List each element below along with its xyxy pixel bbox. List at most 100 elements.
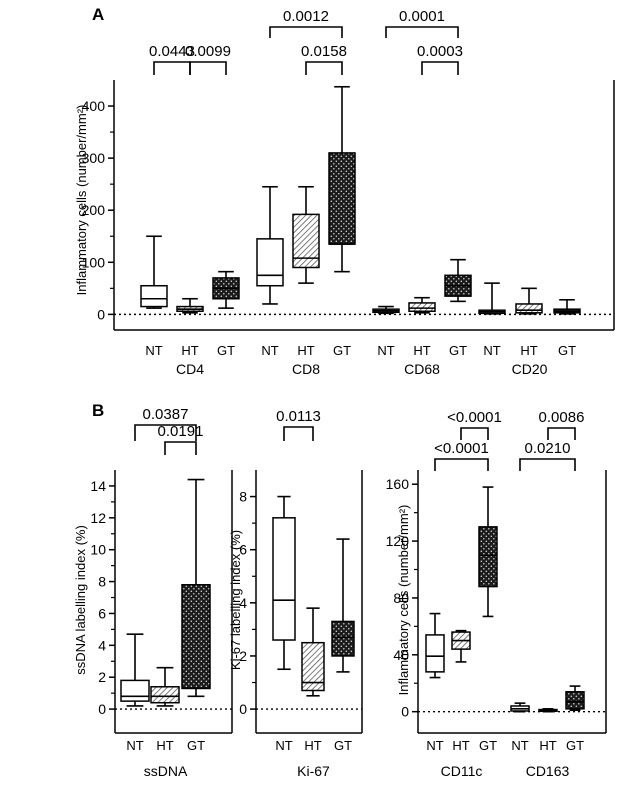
category-label-ht: HT	[181, 343, 198, 358]
p-value-label: 0.0210	[525, 440, 571, 457]
group-label: CD8	[292, 361, 320, 377]
category-label-ht: HT	[452, 738, 469, 753]
chart4-y-tick-label: 120	[386, 533, 410, 549]
chart4-y-tick-label: 160	[386, 476, 410, 492]
p-value-label: 0.0158	[301, 43, 347, 60]
p-value-label: 0.0443	[149, 43, 195, 60]
chart3-y-tick-label: 6	[239, 542, 247, 558]
p-value-label: 0.0086	[539, 409, 585, 426]
category-label-ht: HT	[297, 343, 314, 358]
chart3-y-tick-label: 4	[239, 595, 247, 611]
category-label-ht: HT	[156, 738, 173, 753]
box-gt	[331, 620, 355, 657]
group-label: CD68	[404, 361, 440, 377]
chart2-y-tick-label: 0	[98, 701, 106, 717]
category-label-gt: GT	[187, 738, 205, 753]
chart1-y-tick-label: 100	[82, 254, 106, 270]
chart2-y-tick-label: 2	[98, 669, 106, 685]
group-label: ssDNA	[144, 763, 188, 779]
category-label-ht: HT	[413, 343, 430, 358]
chart3-y-tick-label: 2	[239, 648, 247, 664]
box-nt	[120, 679, 150, 702]
box-gt	[181, 584, 211, 690]
category-label-gt: GT	[334, 738, 352, 753]
p-value-bracket	[434, 458, 489, 471]
category-label-nt: NT	[275, 738, 292, 753]
box-gt	[565, 691, 585, 710]
group-label: CD11c	[441, 763, 483, 779]
panel-label-b: B	[92, 401, 104, 420]
box-nt	[140, 284, 168, 308]
p-value-bracket	[164, 441, 197, 455]
chart2-y-tick-label: 10	[90, 542, 106, 558]
chart1-y-tick-label: 300	[82, 150, 106, 166]
box-ht	[408, 302, 436, 312]
p-value-bracket	[283, 426, 314, 441]
category-label-gt: GT	[217, 343, 235, 358]
p-value-label: 0.0191	[158, 423, 204, 440]
group-label: CD20	[512, 361, 548, 377]
p-value-label: 0.0001	[399, 8, 445, 25]
group-label: CD4	[176, 361, 204, 377]
category-label-nt: NT	[261, 343, 278, 358]
box-nt	[256, 238, 284, 287]
chart4-y-axis-label: Inflammatory cells (number/mm²)	[396, 505, 411, 696]
p-value-label: 0.0387	[143, 406, 189, 423]
category-label-nt: NT	[426, 738, 443, 753]
category-label-gt: GT	[479, 738, 497, 753]
category-label-ht: HT	[539, 738, 556, 753]
p-value-bracket	[134, 424, 197, 441]
p-value-bracket	[305, 61, 343, 75]
category-label-gt: GT	[566, 738, 584, 753]
p-value-label: <0.0001	[447, 409, 502, 426]
chart3-y-tick-label: 8	[239, 489, 247, 505]
chart3-y-tick-label: 0	[239, 701, 247, 717]
chart4-y-tick-label: 0	[401, 704, 409, 720]
box-gt	[478, 526, 498, 588]
p-value-bracket	[421, 61, 459, 75]
category-label-nt: NT	[483, 343, 500, 358]
category-label-nt: NT	[377, 343, 394, 358]
group-label: CD163	[526, 763, 570, 779]
chart1-y-axis-label: Inflammatory cells (number/mm²)	[74, 105, 89, 296]
p-value-label: 0.0099	[185, 43, 231, 60]
p-value-bracket	[385, 26, 459, 38]
box-gt	[328, 152, 356, 245]
chart2-y-axis-label: ssDNA labelling index (%)	[73, 525, 88, 675]
category-label-gt: GT	[449, 343, 467, 358]
chart2-y-tick-label: 8	[98, 574, 106, 590]
box-nt	[272, 517, 296, 641]
chart1-y-tick-label: 400	[82, 98, 106, 114]
p-value-bracket	[189, 61, 227, 75]
category-label-nt: NT	[126, 738, 143, 753]
category-label-ht: HT	[304, 738, 321, 753]
category-label-ht: HT	[520, 343, 537, 358]
chart1-y-tick-label: 0	[97, 306, 105, 322]
p-value-bracket	[547, 427, 576, 440]
p-value-label: 0.0003	[417, 43, 463, 60]
chart4-y-tick-label: 40	[393, 647, 409, 663]
box-ht	[301, 641, 325, 692]
box-ht	[150, 686, 180, 704]
p-value-bracket	[269, 26, 343, 38]
chart3-y-axis-label: Ki-67 labelling index (%)	[228, 530, 243, 670]
chart2-y-tick-label: 4	[98, 637, 106, 653]
p-value-label: <0.0001	[434, 440, 489, 457]
category-label-nt: NT	[145, 343, 162, 358]
group-label: Ki-67	[297, 763, 330, 779]
p-value-bracket	[460, 427, 489, 440]
chart2-y-tick-label: 6	[98, 605, 106, 621]
p-value-bracket	[153, 61, 191, 75]
chart2-y-tick-label: 14	[90, 478, 106, 494]
box-ht	[515, 303, 543, 314]
panel-label-a: A	[92, 5, 104, 24]
p-value-bracket	[519, 458, 576, 471]
chart2-y-tick-label: 12	[90, 510, 106, 526]
box-nt	[425, 634, 445, 673]
p-value-label: 0.0113	[276, 408, 321, 425]
category-label-gt: GT	[558, 343, 576, 358]
box-ht	[292, 213, 320, 269]
chart4-y-tick-label: 80	[393, 590, 409, 606]
category-label-nt: NT	[511, 738, 528, 753]
